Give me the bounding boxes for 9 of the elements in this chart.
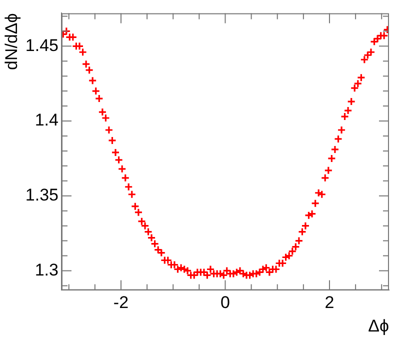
- x-tick-label: 0: [220, 293, 230, 312]
- y-tick-label: 1.3: [34, 260, 58, 280]
- y-tick-label: 1.4: [34, 110, 58, 130]
- x-axis-title: Δϕ: [368, 316, 389, 336]
- x-tick-label: 2: [324, 293, 334, 312]
- y-tick-label: 1.35: [25, 186, 58, 205]
- y-axis-title: dN/dΔϕ: [2, 13, 21, 70]
- y-tick-label: 1.45: [25, 36, 58, 55]
- x-tick-label: -2: [113, 293, 129, 312]
